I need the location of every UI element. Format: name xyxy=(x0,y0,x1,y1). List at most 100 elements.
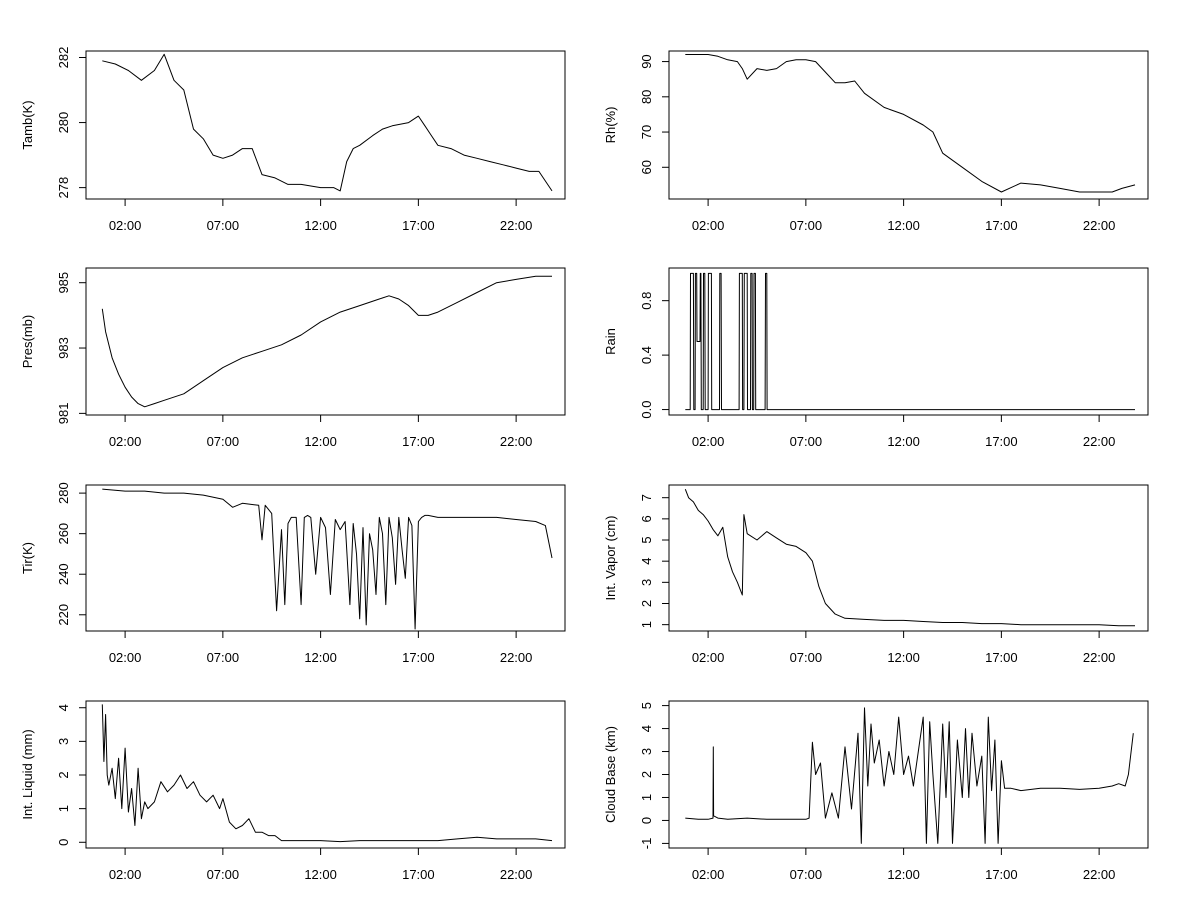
x-tick-label: 02:00 xyxy=(109,218,142,233)
x-tick-label: 12:00 xyxy=(304,867,337,882)
y-tick-label: 983 xyxy=(56,337,71,359)
plot-frame xyxy=(668,267,1149,416)
x-tick-label: 17:00 xyxy=(985,867,1018,882)
y-tick-label: 220 xyxy=(56,604,71,626)
x-tick-label: 22:00 xyxy=(500,867,533,882)
y-tick-label: 985 xyxy=(56,272,71,294)
x-tick-label: 02:00 xyxy=(692,650,725,665)
x-tick-label: 17:00 xyxy=(985,218,1018,233)
y-tick-label: 1 xyxy=(639,794,654,801)
y-tick-label: 5 xyxy=(639,536,654,543)
y-tick-label: 0 xyxy=(639,817,654,824)
y-tick-label: 282 xyxy=(56,47,71,69)
y-tick-label: 2 xyxy=(56,771,71,778)
x-tick-label: 17:00 xyxy=(402,650,435,665)
plot-frame xyxy=(85,50,566,200)
y-tick-label: 90 xyxy=(639,54,654,68)
y-tick-label: 4 xyxy=(639,558,654,565)
y-tick-label: 280 xyxy=(56,482,71,504)
y-tick-label: 981 xyxy=(56,403,71,425)
panel-5: 02:00 07:00 12:00 17:00 22:00 220 240 260 280 Tir… xyxy=(20,482,566,665)
x-tick-label: 17:00 xyxy=(402,218,435,233)
y-axis-label: Cloud Base (km) xyxy=(603,726,618,823)
x-tick-label: 22:00 xyxy=(1083,867,1116,882)
plot-frame xyxy=(85,267,566,416)
x-tick-label: 22:00 xyxy=(1083,434,1116,449)
x-tick-label: 12:00 xyxy=(304,650,337,665)
y-tick-label: 3 xyxy=(639,579,654,586)
x-tick-label: 02:00 xyxy=(692,867,725,882)
series-line xyxy=(685,272,1135,411)
y-axis-label: Rain xyxy=(603,328,618,355)
x-tick-label: 17:00 xyxy=(985,434,1018,449)
x-tick-label: 07:00 xyxy=(207,650,240,665)
panel-8: 02:00 07:00 12:00 17:00 22:00 -1 0 1 2 3 4 5 Cloud B… xyxy=(603,700,1149,882)
y-tick-label: 4 xyxy=(56,704,71,711)
series-line xyxy=(685,707,1134,844)
y-axis-label: Tamb(K) xyxy=(20,100,35,149)
panel-7: 02:00 07:00 12:00 17:00 22:00 0 1 2 3 4 Int. Liqui… xyxy=(20,700,566,882)
x-tick-label: 07:00 xyxy=(207,867,240,882)
y-tick-label: 1 xyxy=(639,621,654,628)
x-tick-label: 17:00 xyxy=(985,650,1018,665)
y-axis-label: Rh(%) xyxy=(603,107,618,144)
panel-3: 02:00 07:00 12:00 17:00 22:00 981 983 985 Pres(m… xyxy=(20,267,566,449)
y-tick-label: 4 xyxy=(639,725,654,732)
y-tick-label: 3 xyxy=(639,748,654,755)
y-tick-label: 0 xyxy=(56,839,71,846)
x-tick-label: 07:00 xyxy=(790,650,823,665)
y-tick-label: 70 xyxy=(639,125,654,139)
y-axis-label: Int. Vapor (cm) xyxy=(603,515,618,600)
x-tick-label: 22:00 xyxy=(1083,218,1116,233)
x-tick-label: 12:00 xyxy=(304,434,337,449)
y-axis-label: Pres(mb) xyxy=(20,315,35,368)
y-tick-label: 280 xyxy=(56,112,71,134)
plot-frame xyxy=(668,484,1149,632)
y-tick-label: 240 xyxy=(56,563,71,585)
series-line xyxy=(101,275,552,408)
x-tick-label: 22:00 xyxy=(1083,650,1116,665)
x-tick-label: 07:00 xyxy=(207,434,240,449)
x-tick-label: 07:00 xyxy=(790,434,823,449)
y-axis-label: Tir(K) xyxy=(20,542,35,574)
y-axis-label: Int. Liquid (mm) xyxy=(20,729,35,819)
y-tick-label: 0.4 xyxy=(639,346,654,364)
series-line xyxy=(102,53,553,192)
series-line xyxy=(102,488,553,630)
x-tick-label: 22:00 xyxy=(500,434,533,449)
x-tick-label: 02:00 xyxy=(109,650,142,665)
plot-frame xyxy=(668,50,1149,200)
x-tick-label: 12:00 xyxy=(887,650,920,665)
x-tick-label: 07:00 xyxy=(790,867,823,882)
series-line xyxy=(684,489,1135,627)
x-tick-label: 17:00 xyxy=(402,867,435,882)
x-tick-label: 07:00 xyxy=(790,218,823,233)
y-tick-label: 7 xyxy=(639,494,654,501)
panel-1: 02:00 07:00 12:00 17:00 22:00 278 280 282 Tamb(K… xyxy=(20,47,566,233)
x-tick-label: 12:00 xyxy=(887,867,920,882)
y-tick-label: 0.0 xyxy=(639,401,654,419)
y-tick-label: 1 xyxy=(56,805,71,812)
plot-frame xyxy=(85,484,566,632)
x-tick-label: 02:00 xyxy=(692,218,725,233)
series-line xyxy=(101,704,553,843)
y-tick-label: 3 xyxy=(56,738,71,745)
y-tick-label: -1 xyxy=(639,838,654,850)
y-tick-label: 2 xyxy=(639,771,654,778)
x-tick-label: 02:00 xyxy=(109,434,142,449)
panel-6: 02:00 07:00 12:00 17:00 22:00 1 2 3 4 5 6 7 Int. Vap… xyxy=(603,484,1149,665)
y-tick-label: 278 xyxy=(56,177,71,199)
y-tick-label: 80 xyxy=(639,90,654,104)
plot-frame xyxy=(85,700,566,849)
x-tick-label: 12:00 xyxy=(887,434,920,449)
y-tick-label: 60 xyxy=(639,160,654,174)
panel-2: 02:00 07:00 12:00 17:00 22:00 60 70 80 90 Rh(%) xyxy=(603,50,1149,233)
x-tick-label: 22:00 xyxy=(500,650,533,665)
x-tick-label: 02:00 xyxy=(109,867,142,882)
x-tick-label: 22:00 xyxy=(500,218,533,233)
y-tick-label: 5 xyxy=(639,702,654,709)
x-tick-label: 12:00 xyxy=(304,218,337,233)
series-line xyxy=(685,54,1136,193)
y-tick-label: 0.8 xyxy=(639,292,654,310)
